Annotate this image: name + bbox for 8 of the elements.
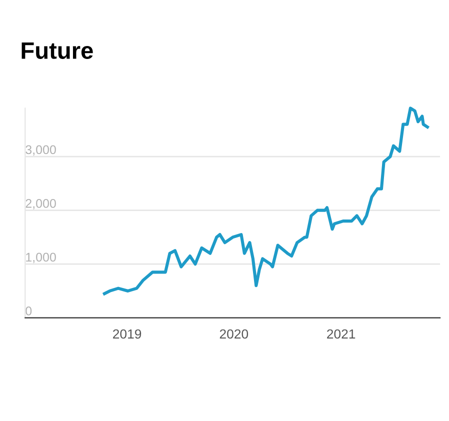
- y-tick-label: 0: [26, 306, 32, 316]
- x-tick-label: 2021: [327, 329, 356, 339]
- y-tick-label: 3,000: [26, 145, 56, 156]
- y-tick-label: 2,000: [26, 199, 56, 210]
- x-tick-label: 2020: [220, 329, 248, 339]
- chart-title: Future: [22, 42, 93, 59]
- y-tick-label: 1,000: [26, 252, 56, 264]
- x-tick-label: 2019: [113, 329, 142, 339]
